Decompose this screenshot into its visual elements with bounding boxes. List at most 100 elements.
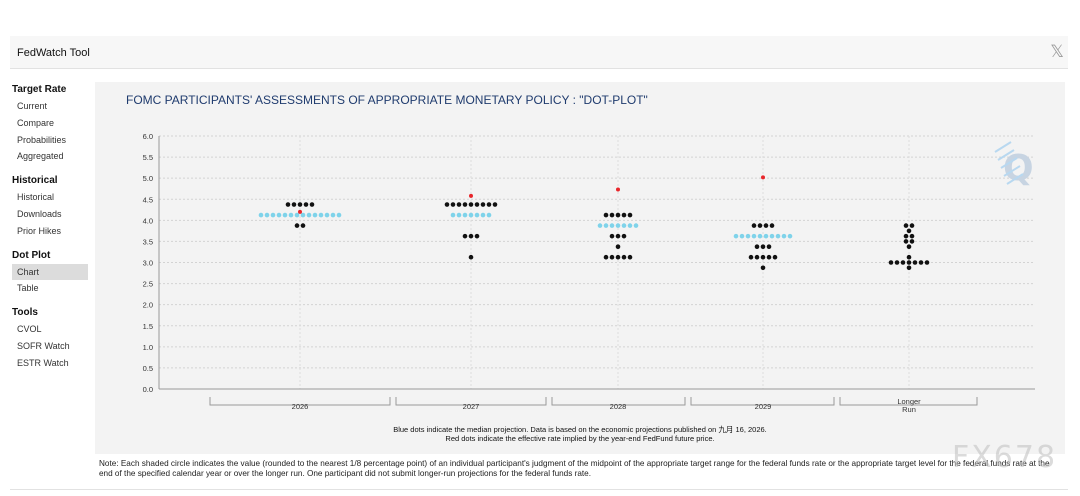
participant-dot: [309, 202, 315, 207]
participant-dot: [760, 254, 766, 260]
participant-dot: [766, 244, 772, 249]
median-dot: [615, 223, 621, 228]
median-dot: [300, 212, 306, 218]
x-tick-label: 2028: [610, 402, 627, 411]
participant-dot: [903, 233, 909, 239]
participant-dot: [294, 223, 300, 228]
sidebar-item-table[interactable]: Table: [17, 283, 39, 294]
participant-dot: [906, 228, 912, 234]
median-dot: [294, 212, 300, 218]
median-dot: [627, 223, 633, 228]
sidebar-item-chart[interactable]: Chart: [12, 263, 88, 281]
bottom-divider: [10, 489, 1068, 490]
median-dot: [733, 233, 739, 239]
sidebar: Target Rate Current Compare Probabilities Ag…: [12, 82, 90, 380]
category-bracket: [395, 397, 547, 406]
median-dot: [597, 223, 603, 228]
participant-dot: [906, 260, 912, 265]
sidebar-item-prior-hikes[interactable]: Prior Hikes: [17, 225, 62, 236]
sidebar-item-estr-watch[interactable]: ESTR Watch: [17, 357, 69, 368]
implied-rate-dot: [616, 187, 620, 192]
sidebar-item-downloads[interactable]: Downloads: [17, 208, 62, 219]
median-dot: [336, 212, 342, 218]
median-dot: [621, 223, 627, 228]
y-tick-label: 3.0: [143, 259, 153, 268]
participant-dot: [285, 202, 291, 207]
median-dot: [456, 212, 462, 218]
median-dot: [757, 233, 763, 239]
x-tick-label: 2027: [463, 402, 480, 411]
participant-dot: [906, 254, 912, 260]
app-title: FedWatch Tool: [17, 47, 90, 59]
median-dot: [330, 212, 336, 218]
median-dot: [781, 233, 787, 239]
participant-dot: [900, 260, 906, 265]
participant-dot: [748, 254, 754, 260]
median-dot: [751, 233, 757, 239]
logo-stripe: [997, 149, 1015, 161]
chart-panel: FOMC PARTICIPANTS' ASSESSMENTS OF APPROP…: [95, 82, 1065, 454]
participant-dot: [769, 223, 775, 228]
footnote: Note: Each shaded circle indicates the v…: [99, 459, 1050, 478]
watermark-logo: FX678: [952, 440, 1058, 475]
participant-dot: [492, 202, 498, 207]
participant-dot: [760, 265, 766, 271]
median-dot: [633, 223, 639, 228]
participant-dot: [468, 254, 474, 260]
sidebar-item-aggregated[interactable]: Aggregated: [17, 151, 64, 162]
nav-group: Target Rate Current Compare Probabilities Ag…: [12, 82, 90, 165]
y-tick-label: 3.5: [143, 237, 153, 246]
participant-dot: [627, 212, 633, 218]
median-dot: [264, 212, 270, 218]
participant-dot: [627, 254, 633, 260]
y-tick-label: 1.0: [143, 343, 153, 352]
participant-dot: [303, 202, 309, 207]
sidebar-item-sofr-watch[interactable]: SOFR Watch: [17, 340, 70, 351]
sidebar-item-current[interactable]: Current: [17, 101, 48, 111]
x-close-icon[interactable]: 𝕏: [1050, 42, 1064, 61]
median-dot: [468, 212, 474, 218]
top-band: [0, 0, 1080, 34]
category-bracket: [839, 397, 978, 406]
participant-dot: [760, 244, 766, 249]
participant-dot: [621, 233, 627, 239]
median-dot: [763, 233, 769, 239]
median-dot: [480, 212, 486, 218]
category-bracket: [551, 397, 686, 406]
median-dot: [450, 212, 456, 218]
participant-dot: [906, 265, 912, 271]
participant-dot: [468, 202, 474, 207]
x-tick-label: Longer: [897, 397, 921, 406]
median-dot: [769, 233, 775, 239]
sidebar-item-probabilities[interactable]: Probabilities: [17, 134, 67, 145]
participant-dot: [909, 239, 915, 244]
y-tick-label: 4.0: [143, 216, 153, 225]
sidebar-item-historical[interactable]: Historical: [17, 192, 55, 203]
participant-dot: [615, 212, 621, 218]
nav-group: Historical Historical Downloads Prior Hikes: [12, 173, 90, 239]
y-tick-label: 1.5: [143, 322, 153, 331]
median-dot: [258, 212, 264, 218]
chart-title: FOMC PARTICIPANTS' ASSESSMENTS OF APPROP…: [126, 93, 648, 107]
participant-dot: [903, 239, 909, 244]
dot-plot-chart: FOMC PARTICIPANTS' ASSESSMENTS OF APPROP…: [126, 93, 1035, 443]
x-tick-label: Run: [902, 405, 916, 414]
participant-dot: [462, 233, 468, 239]
participant-dot: [450, 202, 456, 207]
participant-dot: [474, 233, 480, 239]
y-tick-label: 2.0: [143, 301, 153, 310]
median-dot: [739, 233, 745, 239]
participant-dot: [621, 254, 627, 260]
participant-dot: [456, 202, 462, 207]
x-tick-label: 2029: [755, 402, 772, 411]
sidebar-item-cvol[interactable]: CVOL: [17, 324, 42, 335]
median-dot: [276, 212, 282, 218]
participant-dot: [754, 254, 760, 260]
category-bracket: [690, 397, 835, 406]
sidebar-item-compare[interactable]: Compare: [17, 117, 55, 128]
nav-group-title: Historical: [12, 175, 58, 187]
participant-dot: [751, 223, 757, 228]
participant-dot: [772, 254, 778, 260]
nav-group-title: Target Rate: [12, 84, 67, 95]
median-dot: [486, 212, 492, 218]
